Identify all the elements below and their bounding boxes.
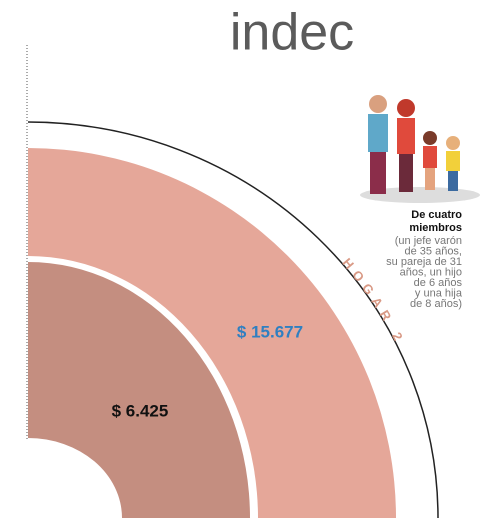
title-line: De cuatro [411, 209, 462, 221]
description-line: y una hija [415, 288, 463, 300]
household-label: HOGAR 2 [339, 255, 408, 348]
description-line: su pareja de 31 [386, 256, 462, 268]
title-line: miembros [409, 222, 462, 234]
outline-arc [27, 121, 439, 519]
logo: indec [230, 4, 354, 62]
description-line: años, un hijo [400, 267, 462, 279]
inner-value: $ 6.425 [112, 401, 169, 420]
description-line: (un jefe varón [395, 235, 462, 247]
family-illustration [360, 95, 480, 203]
outer-value: $ 15.677 [237, 322, 303, 341]
description-line: de 35 años, [405, 246, 463, 258]
inner-band [28, 262, 250, 518]
outer-band [28, 148, 396, 518]
description-line: de 8 años) [410, 298, 462, 310]
description-line: de 6 años [414, 277, 463, 289]
